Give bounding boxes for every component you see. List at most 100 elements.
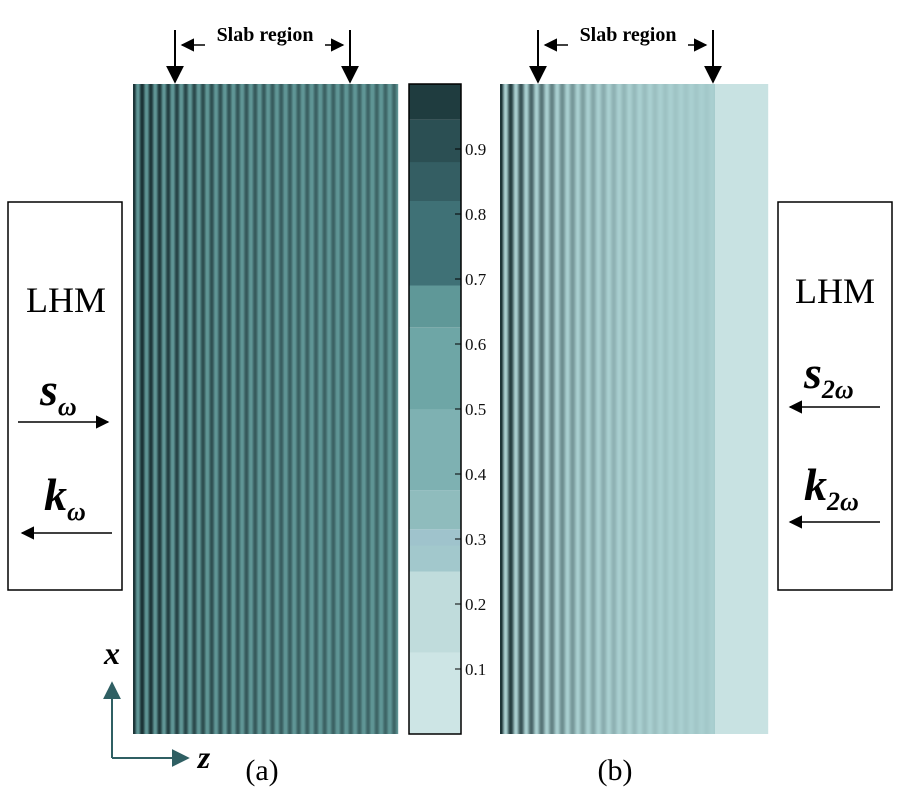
field-stripe-b (765, 84, 767, 734)
field-stripe-a (245, 84, 247, 734)
field-stripe-a (243, 84, 245, 734)
field-stripe-b (694, 84, 696, 734)
field-stripe-a (249, 84, 251, 734)
field-stripe-b (568, 84, 570, 734)
field-stripe-b (717, 84, 719, 734)
field-stripe-a (262, 84, 264, 734)
field-stripe-a (335, 84, 337, 734)
field-stripe-b (759, 84, 761, 734)
colorbar-level (409, 119, 461, 163)
field-stripe-b (739, 84, 741, 734)
field-stripe-b (503, 84, 505, 734)
field-stripe-a (275, 84, 277, 734)
colorbar-level (409, 201, 461, 286)
field-stripe-b (753, 84, 755, 734)
field-stripe-a (150, 84, 152, 734)
field-stripe-b (572, 84, 574, 734)
field-stripe-a (384, 84, 386, 734)
field-stripe-a (207, 84, 209, 734)
field-stripe-b (705, 84, 707, 734)
field-stripe-a (152, 84, 154, 734)
field-stripe-a (379, 84, 381, 734)
field-stripe-a (289, 84, 291, 734)
field-stripe-a (291, 84, 293, 734)
field-stripe-a (378, 84, 380, 734)
field-stripe-a (305, 84, 307, 734)
field-stripe-b (542, 84, 544, 734)
field-stripe-a (163, 84, 165, 734)
field-stripe-a (290, 84, 292, 734)
field-stripe-a (194, 84, 196, 734)
colorbar-level (409, 545, 461, 572)
vector-k-b: k2ω (804, 459, 859, 516)
colorbar-tick-label: 0.3 (465, 530, 486, 549)
field-stripe-a (213, 84, 215, 734)
field-stripe-b (577, 84, 579, 734)
field-stripe-b (687, 84, 689, 734)
field-stripe-a (197, 84, 199, 734)
field-stripe-b (754, 84, 756, 734)
field-stripe-a (356, 84, 358, 734)
field-stripe-a (330, 84, 332, 734)
field-stripe-a (342, 84, 344, 734)
field-stripe-b (544, 84, 546, 734)
field-stripe-b (733, 84, 735, 734)
field-stripe-b (760, 84, 762, 734)
field-stripe-a (368, 84, 370, 734)
field-stripe-b (648, 84, 650, 734)
field-stripe-a (343, 84, 345, 734)
field-stripe-a (272, 84, 274, 734)
field-stripe-a (254, 84, 256, 734)
slab-region-marker-a: Slab region (166, 22, 359, 84)
field-stripe-a (159, 84, 161, 734)
field-stripe-a (169, 84, 171, 734)
field-stripe-b (565, 84, 567, 734)
field-stripe-b (731, 84, 733, 734)
field-stripe-a (295, 84, 297, 734)
field-stripe-b (646, 84, 648, 734)
field-stripe-b (667, 84, 669, 734)
field-stripe-a (316, 84, 318, 734)
field-stripe-b (701, 84, 703, 734)
field-stripe-b (591, 84, 593, 734)
field-stripe-b (557, 84, 559, 734)
field-stripe-b (518, 84, 520, 734)
field-stripe-a (181, 84, 183, 734)
field-stripe-b (629, 84, 631, 734)
field-stripe-a (211, 84, 213, 734)
field-stripe-b (511, 84, 513, 734)
field-stripe-a (281, 84, 283, 734)
field-stripe-b (726, 84, 728, 734)
field-stripe-b (640, 84, 642, 734)
field-stripe-a (216, 84, 218, 734)
field-stripe-a (164, 84, 166, 734)
field-stripe-b (561, 84, 563, 734)
field-stripe-b (563, 84, 565, 734)
field-stripe-a (284, 84, 286, 734)
field-stripe-b (624, 84, 626, 734)
field-stripe-a (244, 84, 246, 734)
field-stripe-b (612, 84, 614, 734)
field-stripe-a (177, 84, 179, 734)
field-stripe-a (268, 84, 270, 734)
field-stripe-b (558, 84, 560, 734)
field-stripe-a (153, 84, 155, 734)
field-stripe-b (598, 84, 600, 734)
field-stripe-b (712, 84, 714, 734)
field-stripe-a (232, 84, 234, 734)
field-stripe-b (607, 84, 609, 734)
field-stripe-a (133, 84, 135, 734)
field-stripe-b (581, 84, 583, 734)
field-stripe-b (550, 84, 552, 734)
field-stripe-b (686, 84, 688, 734)
colorbar-tick-label: 0.9 (465, 140, 486, 159)
field-stripe-a (239, 84, 241, 734)
field-stripe-b (610, 84, 612, 734)
field-stripe-a (167, 84, 169, 734)
colorbar-tick-label: 0.6 (465, 335, 486, 354)
field-stripe-a (340, 84, 342, 734)
colorbar-level (409, 327, 461, 410)
field-stripe-a (300, 84, 302, 734)
field-stripe-b (545, 84, 547, 734)
field-stripe-b (664, 84, 666, 734)
